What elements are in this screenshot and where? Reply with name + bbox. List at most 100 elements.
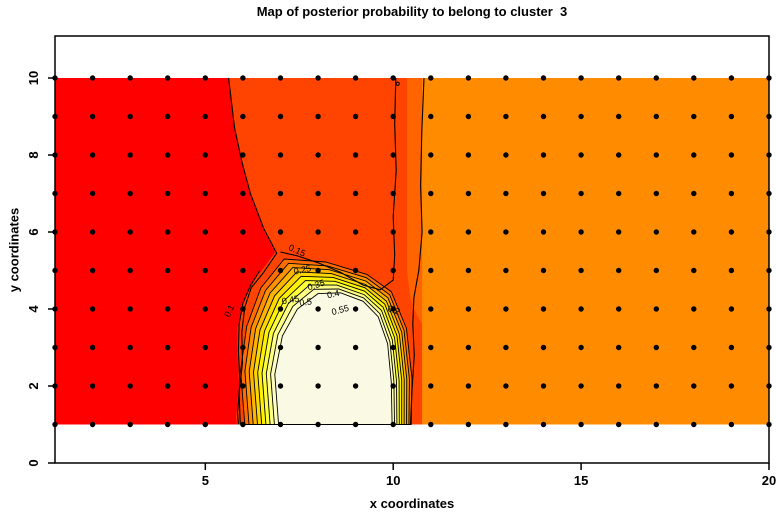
grid-point <box>503 75 509 81</box>
grid-point <box>728 229 735 235</box>
grid-point <box>503 306 509 312</box>
grid-point <box>315 306 321 312</box>
grid-point <box>127 383 133 389</box>
grid-point <box>653 421 659 428</box>
grid-point <box>352 152 359 158</box>
grid-point <box>390 267 396 274</box>
x-tick-label: 20 <box>762 473 776 488</box>
grid-point <box>352 383 359 389</box>
grid-point <box>540 152 547 158</box>
grid-point <box>465 306 472 312</box>
grid-point <box>653 152 659 158</box>
grid-point <box>616 344 622 351</box>
grid-point <box>540 113 547 120</box>
grid-point <box>277 113 284 120</box>
grid-point <box>315 113 321 120</box>
grid-point <box>240 75 246 81</box>
grid-point <box>616 152 622 158</box>
grid-point <box>165 421 171 428</box>
grid-point <box>503 344 509 351</box>
grid-point <box>202 152 208 158</box>
grid-point <box>728 421 735 428</box>
grid-point <box>728 152 735 158</box>
grid-point <box>390 75 396 81</box>
contour-line-vertical-left-02 <box>280 77 397 291</box>
grid-point <box>653 229 659 235</box>
grid-point <box>277 306 284 312</box>
grid-point <box>165 190 171 197</box>
grid-point <box>352 344 359 351</box>
grid-point <box>691 152 697 158</box>
grid-point <box>616 190 622 197</box>
grid-point <box>315 421 321 428</box>
grid-point <box>616 421 622 428</box>
grid-point <box>390 229 396 235</box>
grid-point <box>89 344 96 351</box>
x-axis-ticks: 5 10 15 20 <box>202 463 776 488</box>
grid-point <box>352 229 359 235</box>
grid-point <box>578 190 584 197</box>
grid-point <box>616 113 622 120</box>
grid-point <box>578 152 584 158</box>
y-axis-ticks: 0 2 4 6 8 10 <box>26 71 55 467</box>
grid-point <box>728 306 735 312</box>
grid-point <box>202 383 208 389</box>
grid-point <box>240 306 246 312</box>
grid-point <box>465 113 472 120</box>
grid-point <box>202 344 208 351</box>
contour-bands <box>240 258 413 425</box>
grid-point <box>89 229 96 235</box>
grid-point <box>428 344 434 351</box>
grid-point <box>540 383 547 389</box>
grid-point <box>127 229 133 235</box>
grid-point <box>540 421 547 428</box>
grid-point <box>277 383 284 389</box>
grid-point <box>578 267 584 274</box>
grid-point <box>240 344 246 351</box>
strip-region <box>407 78 423 325</box>
grid-point <box>540 229 547 235</box>
grid-point <box>728 75 735 81</box>
grid-point <box>428 113 434 120</box>
grid-point <box>202 75 208 81</box>
grid-point <box>89 267 96 274</box>
grid-point <box>653 190 659 197</box>
contour-squiggle <box>395 81 400 86</box>
grid-point <box>653 383 659 389</box>
grid-point <box>277 267 284 274</box>
grid-point <box>315 75 321 81</box>
grid-point <box>240 267 246 274</box>
grid-point <box>428 190 434 197</box>
grid-point <box>240 383 246 389</box>
grid-point <box>728 267 735 274</box>
grid-point <box>578 306 584 312</box>
grid-point <box>277 421 284 428</box>
grid-point <box>428 75 434 81</box>
grid-point <box>616 75 622 81</box>
grid-point <box>691 421 697 428</box>
grid-point <box>127 344 133 351</box>
grid-point <box>165 306 171 312</box>
x-tick-label: 5 <box>202 473 209 488</box>
grid-point <box>127 306 133 312</box>
grid-point <box>616 306 622 312</box>
grid-point <box>277 229 284 235</box>
grid-point <box>578 75 584 81</box>
x-tick-label: 15 <box>574 473 588 488</box>
contour-band <box>274 292 393 425</box>
contour-line-left-01 <box>237 270 261 425</box>
y-tick-label: 4 <box>26 305 41 313</box>
grid-point <box>390 306 396 312</box>
grid-point <box>465 75 472 81</box>
grid-point <box>578 344 584 351</box>
grid-point <box>465 152 472 158</box>
y-tick-label: 6 <box>26 228 41 235</box>
grid-point <box>202 306 208 312</box>
grid-point <box>503 190 509 197</box>
grid-point <box>165 383 171 389</box>
grid-point <box>653 344 659 351</box>
grid-point <box>728 113 735 120</box>
grid-point <box>653 267 659 274</box>
